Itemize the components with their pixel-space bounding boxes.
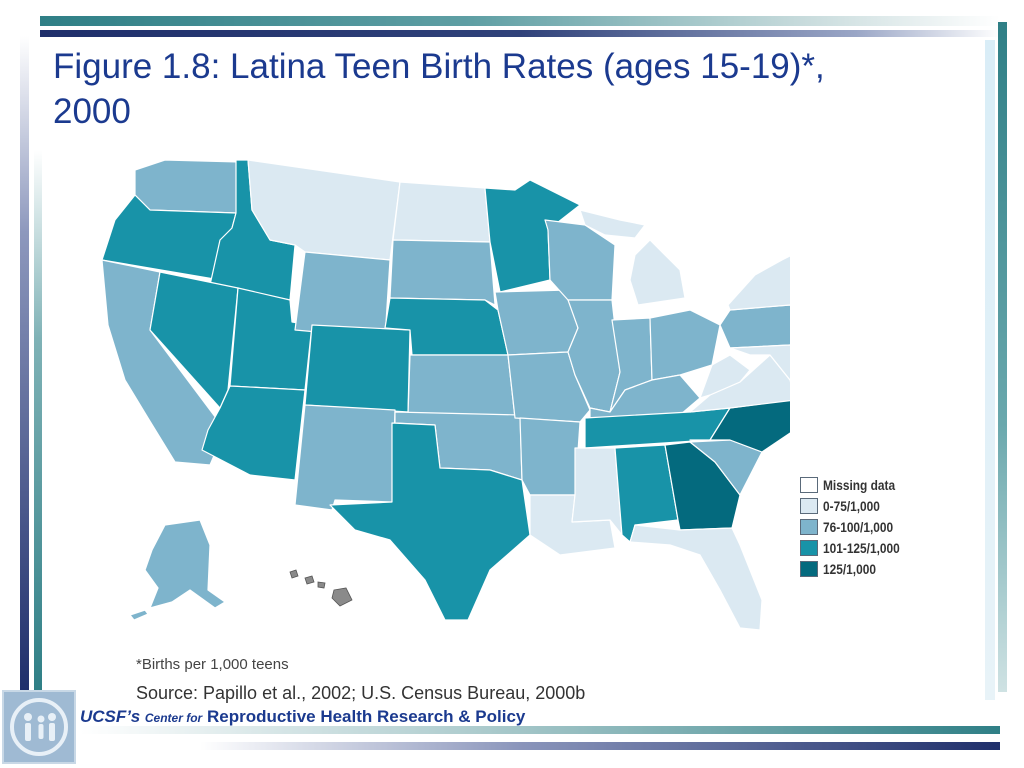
- state-mi-up: [579, 209, 646, 239]
- state-ak: [144, 519, 226, 609]
- decor-bottom-navy: [200, 742, 1000, 750]
- institution-name: UCSF’s Center for Reproductive Health Re…: [80, 707, 525, 727]
- decor-left-teal-bar: [34, 150, 42, 690]
- state-wy: [294, 251, 391, 339]
- legend-item: Missing data: [800, 475, 913, 495]
- state-ia: [494, 289, 579, 356]
- state-co: [304, 324, 411, 413]
- state-mi: [629, 239, 686, 306]
- state-ak-chain: [129, 609, 149, 621]
- map-legend: Missing data 0-75/1,000 76-100/1,000 101-12…: [800, 475, 913, 580]
- legend-label: 0-75/1,000: [823, 498, 880, 514]
- legend-item: 101-125/1,000: [800, 538, 913, 558]
- legend-swatch: [800, 498, 818, 514]
- legend-item: 125/1,000: [800, 559, 913, 579]
- state-hi: [289, 569, 353, 607]
- state-sd: [389, 239, 496, 306]
- source-citation: Source: Papillo et al., 2002; U.S. Censu…: [136, 683, 586, 703]
- state-nd: [392, 181, 491, 243]
- legend-swatch: [800, 519, 818, 535]
- state-ny: [727, 255, 790, 311]
- legend-item: 0-75/1,000: [800, 496, 913, 516]
- state-az: [201, 385, 306, 481]
- state-pa: [719, 304, 790, 349]
- state-wv: [699, 354, 751, 399]
- state-nm: [294, 404, 396, 511]
- state-ks: [407, 354, 516, 419]
- legend-label: 101-125/1,000: [823, 540, 900, 556]
- us-choropleth-map: [101, 159, 790, 631]
- decor-bottom-gradient: [80, 726, 1000, 734]
- brand-ucsf: UCSF’s: [80, 707, 141, 726]
- legend-swatch: [800, 540, 818, 556]
- state-tx: [329, 422, 531, 621]
- state-ar: [519, 417, 581, 496]
- legend-label: 125/1,000: [823, 561, 876, 577]
- legend-item: 76-100/1,000: [800, 517, 913, 537]
- decor-top-navy: [40, 30, 1000, 37]
- decor-top-gradient: [40, 16, 1000, 26]
- legend-label: 76-100/1,000: [823, 519, 894, 535]
- ucsf-logo: [2, 690, 76, 764]
- slide-title: Figure 1.8: Latina Teen Birth Rates (age…: [53, 47, 825, 131]
- brand-name: Reproductive Health Research & Policy: [206, 707, 526, 726]
- decor-right-teal-bar: [998, 22, 1007, 692]
- brand-center-for: Center for: [144, 711, 203, 725]
- state-wa: [134, 159, 241, 214]
- decor-left-navy-bar: [20, 36, 29, 690]
- legend-swatch: [800, 561, 818, 577]
- state-fl: [629, 524, 763, 631]
- state-nc: [689, 399, 790, 453]
- decor-right-light-bar: [985, 40, 995, 700]
- state-md: [729, 344, 790, 381]
- legend-label: Missing data: [823, 477, 896, 493]
- footnote: *Births per 1,000 teens: [136, 656, 289, 673]
- family-figures-icon: [10, 698, 68, 756]
- state-oh: [649, 309, 721, 381]
- legend-swatch: [800, 477, 818, 493]
